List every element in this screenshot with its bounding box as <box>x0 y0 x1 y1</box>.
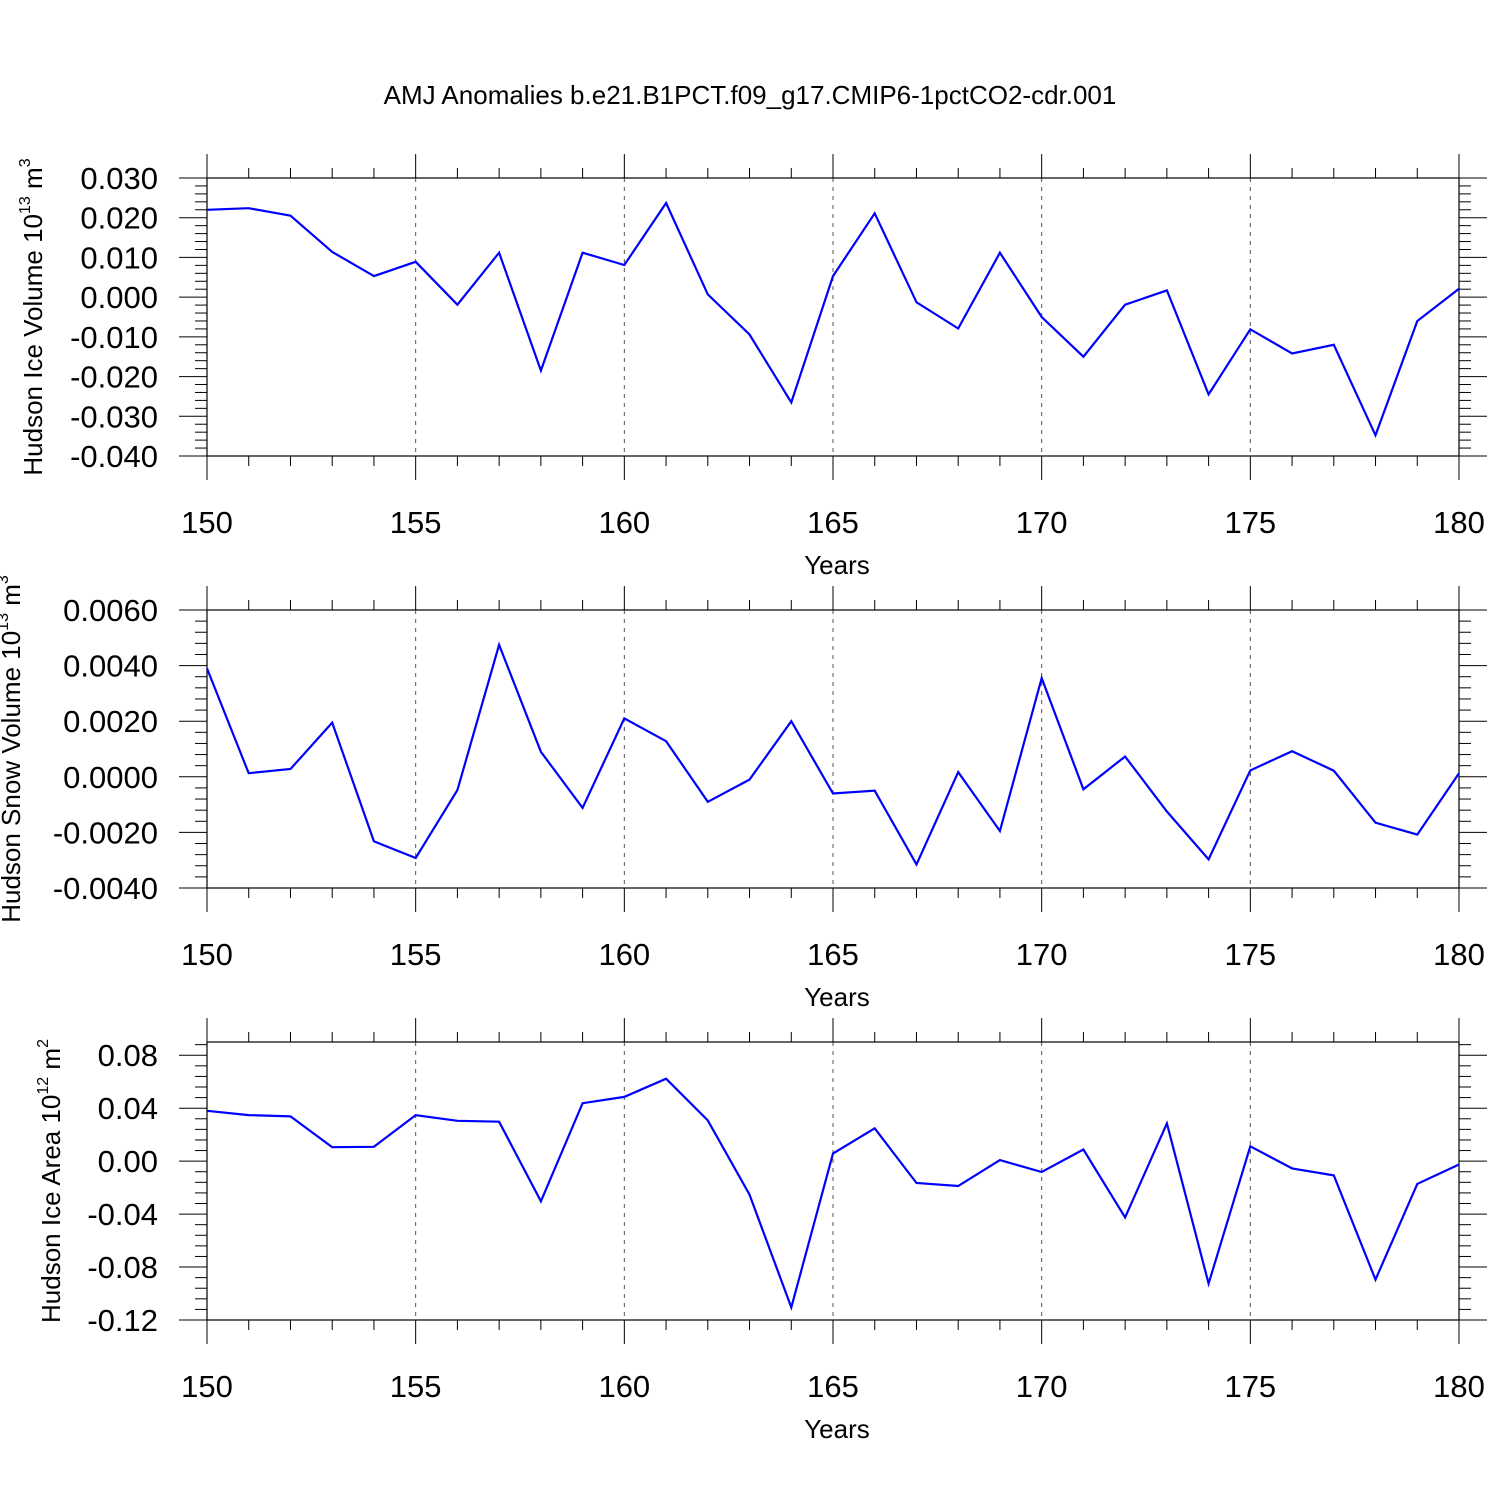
y-axis-label-text: Hudson Snow Volume 10 <box>0 631 26 923</box>
y-axis-label-text: Hudson Ice Volume 10 <box>18 214 48 476</box>
y-tick-label: 0.000 <box>80 280 158 315</box>
x-axis-label: Years <box>804 550 870 580</box>
y-axis-unit-exponent: 2 <box>35 1039 52 1048</box>
x-tick-label: 150 <box>181 1369 233 1404</box>
y-tick-label: 0.010 <box>80 240 158 275</box>
x-tick-label: 150 <box>181 937 233 972</box>
x-tick-label: 170 <box>1016 1369 1068 1404</box>
x-tick-label: 165 <box>807 1369 859 1404</box>
y-tick-label: 0.020 <box>80 201 158 236</box>
x-tick-label: 165 <box>807 505 859 540</box>
y-axis-label-text: Hudson Ice Area 10 <box>36 1095 66 1323</box>
y-axis-label-text: m <box>36 1048 66 1077</box>
series-line <box>206 200 1460 439</box>
y-axis-unit-exponent: 12 <box>35 1077 52 1095</box>
x-tick-label: 155 <box>390 505 442 540</box>
chart-title: AMJ Anomalies b.e21.B1PCT.f09_g17.CMIP6-… <box>383 80 1117 110</box>
y-tick-label: 0.0060 <box>63 593 158 628</box>
y-tick-label: -0.020 <box>70 360 158 395</box>
x-axis-label: Years <box>804 982 870 1012</box>
series-line <box>205 641 1460 867</box>
y-tick-label: 0.08 <box>98 1038 158 1073</box>
y-axis-unit-exponent: 3 <box>0 575 12 584</box>
x-tick-label: 160 <box>598 937 650 972</box>
x-tick-label: 175 <box>1224 937 1276 972</box>
x-tick-label: 150 <box>181 505 233 540</box>
y-tick-label: 0.0020 <box>63 704 158 739</box>
panel-3: 150 155 160 165 170 175 180 Years -0.12 -0.08 -0.0… <box>35 1018 1487 1444</box>
panel-2: 150 155 160 165 170 175 180 Years -0.0040 -0.0020… <box>0 575 1487 1012</box>
x-tick-label: 170 <box>1016 505 1068 540</box>
x-tick-label: 160 <box>598 1369 650 1404</box>
x-tick-label: 175 <box>1224 505 1276 540</box>
x-tick-label: 180 <box>1433 937 1485 972</box>
x-tick-label: 155 <box>390 937 442 972</box>
x-tick-label: 175 <box>1224 1369 1276 1404</box>
y-tick-label: 0.04 <box>98 1091 158 1126</box>
y-axis-label-text: m <box>18 167 48 196</box>
x-tick-label: 180 <box>1433 505 1485 540</box>
y-tick-label: -0.0040 <box>53 871 158 906</box>
y-tick-label: -0.08 <box>87 1250 158 1285</box>
x-tick-label: 180 <box>1433 1369 1485 1404</box>
y-axis-unit-exponent: 13 <box>17 196 34 214</box>
x-tick-label: 165 <box>807 937 859 972</box>
y-tick-label: -0.04 <box>87 1197 158 1232</box>
y-axis-unit-exponent: 13 <box>0 613 12 631</box>
y-axis-label: Hudson Snow Volume 1013 m3 <box>0 575 26 923</box>
y-tick-label: -0.12 <box>87 1303 158 1338</box>
y-tick-label: 0.0040 <box>63 649 158 684</box>
y-tick-label: -0.010 <box>70 320 158 355</box>
x-axis-label: Years <box>804 1414 870 1444</box>
y-tick-label: 0.030 <box>80 161 158 196</box>
y-tick-label: 0.00 <box>98 1144 158 1179</box>
y-axis-label: Hudson Ice Area 1012 m2 <box>35 1039 66 1323</box>
x-tick-label: 170 <box>1016 937 1068 972</box>
y-tick-label: -0.0020 <box>53 815 158 850</box>
x-tick-label: 155 <box>390 1369 442 1404</box>
y-axis-unit-exponent: 3 <box>17 158 34 167</box>
y-tick-label: 0.0000 <box>63 760 158 795</box>
y-axis-label-text: m <box>0 584 26 613</box>
y-tick-label: -0.030 <box>70 399 158 434</box>
x-tick-label: 160 <box>598 505 650 540</box>
y-tick-label: -0.040 <box>70 439 158 474</box>
series-line <box>206 1077 1460 1312</box>
y-axis-label: Hudson Ice Volume 1013 m3 <box>17 158 48 475</box>
panel-1: 150 155 160 165 170 175 180 Years -0.040 -0.030 -0… <box>17 154 1487 580</box>
